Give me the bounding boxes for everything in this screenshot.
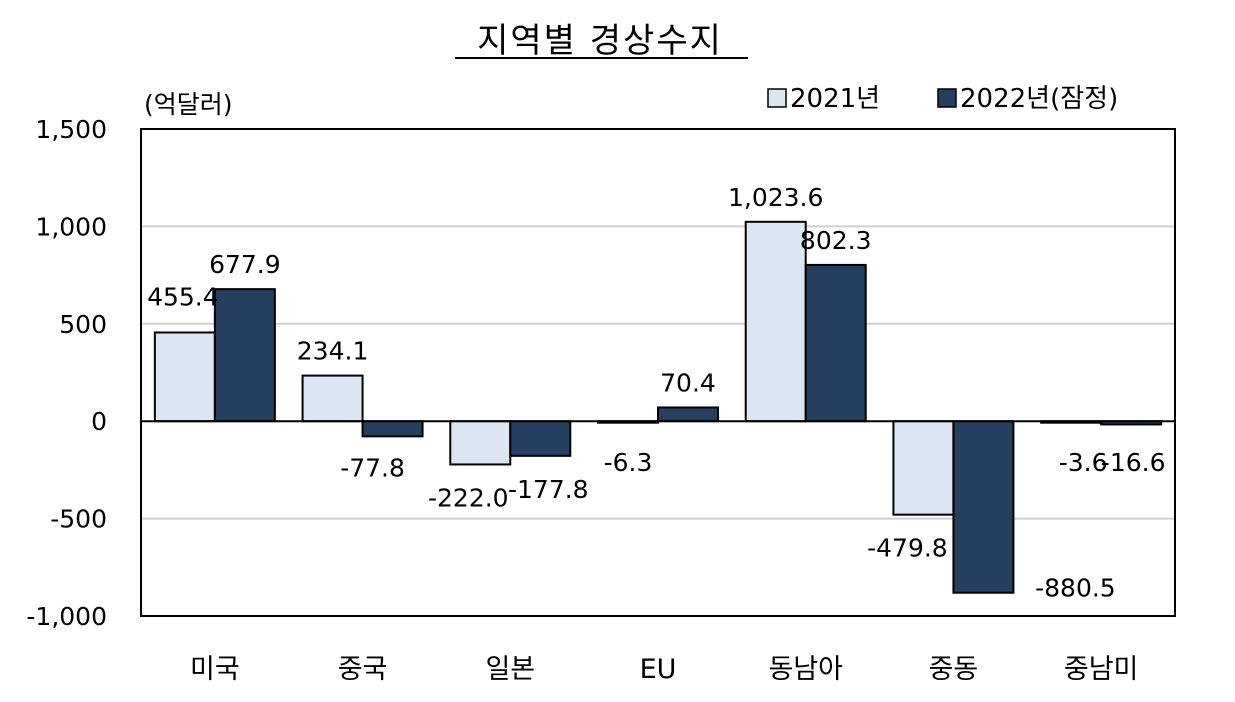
bars [153,220,1163,594]
bar-2022-3 [657,406,719,423]
legend-label-2022: 2022년(잠정) [960,84,1118,114]
data-label-2022-2: -177.8 [508,475,589,504]
data-label-2022-1: -77.8 [340,453,405,482]
data-labels: 455.4 234.1 -222.0 -6.3 1,023.6 -479.8 -3.6 677… [147,183,1165,603]
unit-label: (억달러) [144,90,233,119]
data-label-2021-1: 234.1 [297,337,369,366]
x-category-label: 일본 [485,654,535,685]
x-category-label: 중남미 [1064,654,1139,685]
data-label-2022-4: 802.3 [800,226,872,255]
x-category-label: 동남아 [768,654,843,685]
y-tick-label: 500 [59,310,107,339]
data-label-2021-6: -3.6 [1059,448,1108,477]
x-category-label: 중동 [929,654,979,685]
x-category-label: 중국 [338,654,388,685]
data-label-2021-2: -222.0 [428,483,509,512]
y-tick-label: 1,500 [35,115,107,144]
bar-2021-2 [449,420,512,466]
data-label-2021-4: 1,023.6 [728,183,823,212]
axes: -1,000 -500 0 500 1,000 1,500 미국 중국 일본 EU 동남아 중동 중남미 [26,115,1176,685]
data-label-2022-5: -880.5 [1035,574,1116,603]
data-label-2022-6: -16.6 [1101,448,1166,477]
legend-label-2021: 2021년 [790,84,880,114]
y-tick-label: -1,000 [26,602,107,631]
data-label-2021-0: 455.4 [147,282,219,311]
data-label-2022-3: 70.4 [660,368,716,397]
gridlines [141,225,1175,520]
plot-frame [140,128,1176,617]
data-label-2021-3: -6.3 [604,448,653,477]
legend-swatch-2021 [767,88,787,108]
bar-2021-5 [892,420,955,516]
bar-2021-0 [153,331,216,423]
bar-2022-2 [509,420,572,457]
y-tick-label: -500 [50,505,107,534]
data-label-2022-0: 677.9 [209,250,281,279]
x-category-label: EU [640,654,677,685]
data-label-2021-5: -479.8 [867,534,948,563]
x-category-label: 미국 [190,654,240,685]
bar-2022-1 [361,420,424,438]
legend-swatch-2022 [937,88,957,108]
y-tick-label: 1,000 [35,212,107,241]
bar-2021-1 [301,374,364,423]
bar-2021-4 [744,220,807,423]
bar-2022-0 [213,288,276,423]
bar-2022-4 [804,263,867,423]
chart-title: 지역별 경상수지 [477,21,723,61]
y-tick-label: 0 [91,407,107,436]
legend: 2021년 2022년(잠정) [767,84,1118,114]
bar-2022-5 [952,420,1015,594]
